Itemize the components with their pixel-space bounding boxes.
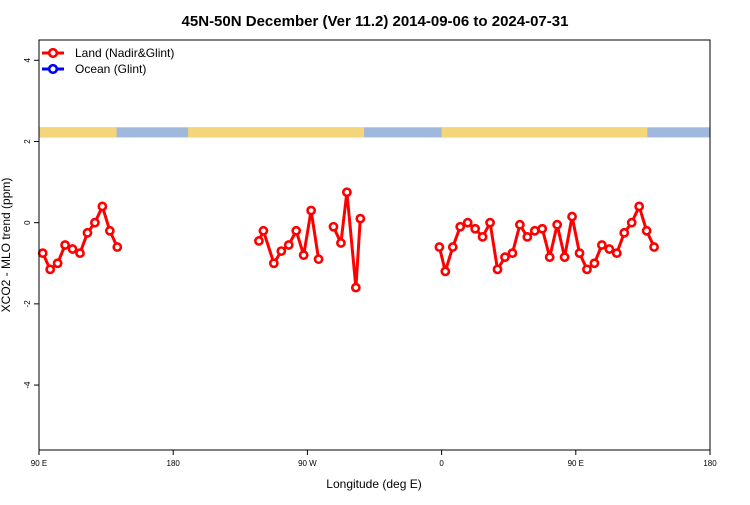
data-point — [283, 240, 294, 250]
x-tick-label: 0 — [439, 459, 444, 468]
legend-label: Ocean (Glint) — [75, 62, 146, 76]
data-point — [634, 201, 645, 212]
data-point — [355, 213, 366, 224]
data-point — [60, 240, 70, 250]
y-tick-label: 0 — [23, 220, 32, 225]
data-point — [440, 266, 451, 277]
data-point — [434, 242, 445, 252]
data-point — [611, 248, 622, 259]
data-point — [104, 225, 115, 236]
data-point — [537, 223, 548, 234]
data-point — [552, 219, 563, 230]
x-tick-label: 90 E — [31, 459, 47, 468]
data-point — [45, 264, 56, 275]
data-point — [291, 225, 302, 236]
data-point — [455, 221, 466, 232]
data-point — [306, 205, 317, 216]
axes: 90 E 180 90 W 0 90 E 180 -4 -2 0 2 4 — [23, 58, 717, 468]
data-point — [447, 242, 458, 252]
data-point — [485, 217, 495, 228]
data-point — [336, 238, 346, 248]
data-point — [559, 252, 570, 263]
data-point — [342, 187, 352, 198]
legend-marker — [47, 63, 59, 75]
x-tick-label: 180 — [703, 459, 717, 468]
series-layer — [37, 187, 659, 293]
legend: Land (Nadir&Glint) Ocean (Glint) — [42, 46, 174, 76]
series-line — [41, 204, 119, 271]
x-tick-label: 90 E — [568, 459, 584, 468]
y-tick-label: -4 — [23, 381, 32, 389]
y-tick-label: 4 — [23, 58, 32, 63]
data-point — [522, 231, 533, 242]
data-point — [462, 217, 473, 228]
data-point — [470, 223, 481, 234]
y-tick-label: -2 — [23, 300, 32, 308]
ocean-band — [39, 127, 710, 138]
data-point — [258, 225, 269, 236]
data-point — [596, 240, 607, 250]
data-point — [626, 217, 637, 228]
data-point — [276, 246, 287, 256]
legend-label: Land (Nadir&Glint) — [75, 46, 174, 60]
data-point — [82, 227, 93, 238]
y-axis-label: XCO2 - MLO trend (ppm) — [0, 178, 13, 313]
data-point — [529, 225, 540, 236]
series-line — [437, 204, 656, 273]
plot-frame — [38, 39, 711, 451]
land-band — [441, 127, 648, 138]
data-point — [97, 201, 108, 212]
y-tick-label: 2 — [23, 139, 32, 144]
data-point — [567, 211, 577, 222]
data-point — [619, 227, 630, 238]
data-point — [313, 254, 324, 265]
x-tick-label: 180 — [167, 459, 181, 468]
data-point — [589, 258, 600, 269]
legend-marker — [47, 47, 59, 59]
data-point — [649, 242, 659, 252]
data-point — [298, 250, 309, 261]
data-point — [75, 248, 85, 259]
data-point — [492, 264, 503, 275]
land-band — [39, 127, 117, 138]
landmask-band — [39, 127, 710, 138]
data-point — [514, 219, 525, 230]
data-point — [582, 264, 592, 275]
data-point — [90, 217, 100, 228]
data-point — [641, 225, 652, 236]
data-point — [268, 258, 279, 269]
data-point — [37, 248, 48, 259]
x-axis-label: Longitude (deg E) — [326, 477, 421, 491]
x-tick-label: 90 W — [298, 459, 317, 468]
data-point — [507, 248, 518, 259]
data-point — [254, 236, 264, 246]
data-point — [500, 252, 510, 263]
land-band — [188, 127, 365, 138]
data-point — [477, 231, 488, 242]
data-point — [52, 258, 63, 269]
series-line — [257, 209, 321, 265]
data-point — [574, 248, 585, 259]
data-point — [112, 242, 123, 252]
data-point — [544, 252, 555, 263]
data-point — [67, 244, 78, 254]
data-point — [604, 244, 615, 254]
data-point — [328, 221, 339, 232]
chart-title: 45N-50N December (Ver 11.2) 2014-09-06 t… — [182, 13, 569, 30]
data-point — [350, 282, 361, 293]
